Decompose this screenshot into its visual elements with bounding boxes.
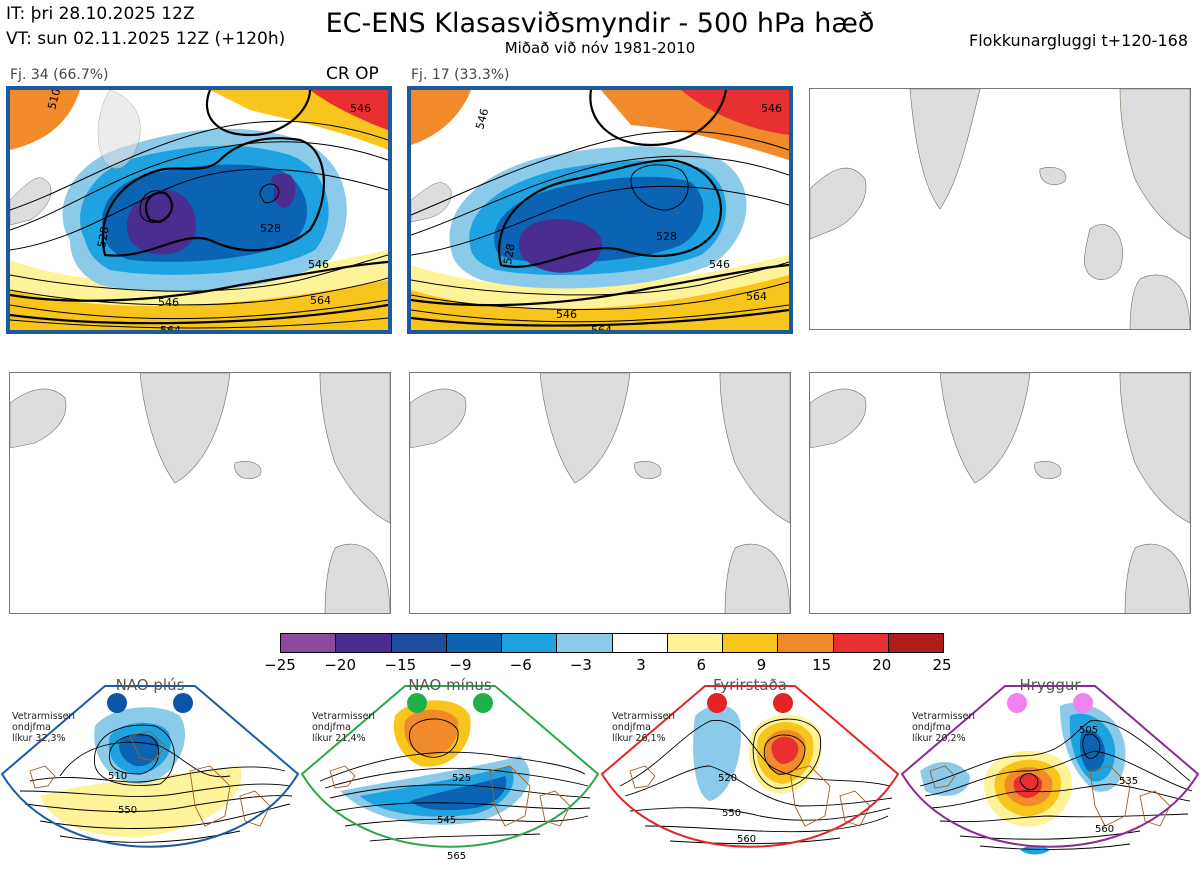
regime-info: Vetrarmisseri ondjfma líkur 20,2% bbox=[912, 711, 975, 744]
contour-label: 528 bbox=[95, 226, 111, 249]
contour-label: 546 bbox=[308, 258, 329, 271]
regime-title: NAO mínus bbox=[408, 676, 492, 694]
regime-title: NAO plús bbox=[115, 676, 185, 694]
cluster-1-map[interactable]: 546 528 546 564 546 564 528 510 bbox=[6, 86, 392, 334]
colorbar-tick-label: 20 bbox=[872, 656, 892, 674]
colorbar-swatch bbox=[888, 634, 943, 652]
regime-contour-label: 535 bbox=[1119, 776, 1138, 787]
cluster-1-map-graphic: 546 528 546 564 546 564 528 510 bbox=[10, 90, 388, 330]
valid-time: VT: sun 02.11.2025 12Z (+120h) bbox=[6, 29, 286, 49]
contour-label: 546 bbox=[556, 308, 577, 321]
colorbar-tick-label: −20 bbox=[324, 656, 356, 674]
regime-dot bbox=[773, 693, 793, 713]
colorbar-tick-label: −3 bbox=[569, 656, 592, 674]
regime-nao-plus[interactable]: 510 550 NAO plús Vetrarmisseri ondjfma lík… bbox=[0, 676, 300, 871]
regime-dot bbox=[1007, 693, 1027, 713]
cluster-2-map[interactable]: 546 546 528 528 546 564 546 564 bbox=[407, 86, 793, 334]
initial-time: IT: þri 28.10.2025 12Z bbox=[6, 4, 195, 24]
colorbar-swatch bbox=[446, 634, 502, 652]
regime-contour-label: 560 bbox=[1095, 824, 1114, 835]
colorbar-tick-label: 25 bbox=[932, 656, 952, 674]
cluster-5-map[interactable] bbox=[409, 372, 791, 614]
contour-label: 564 bbox=[310, 294, 331, 307]
classification-window-label: Flokkunargluggi t+120-168 bbox=[969, 31, 1188, 50]
colorbar-swatch bbox=[502, 634, 558, 652]
regime-info: Vetrarmisseri ondjfma líkur 32,3% bbox=[12, 711, 75, 744]
contour-label: 546 bbox=[761, 102, 782, 115]
cluster-1-tag: CR OP bbox=[326, 64, 379, 84]
colorbar-tick-label: 3 bbox=[636, 656, 646, 674]
regime-contour-label: 565 bbox=[447, 851, 466, 862]
regime-nao-plus-graphic: 510 550 bbox=[0, 685, 300, 848]
regime-contour-label: 510 bbox=[108, 771, 127, 782]
regime-contour-label: 550 bbox=[118, 805, 137, 816]
colorbar-swatch bbox=[833, 634, 889, 652]
colorbar-tick-label: 6 bbox=[696, 656, 707, 674]
contour-label: 564 bbox=[160, 324, 181, 330]
colorbar-swatch bbox=[391, 634, 447, 652]
empty-map-graphic bbox=[10, 373, 390, 613]
regime-contour-label: 545 bbox=[437, 815, 456, 826]
cluster-1-label: Fj. 34 (66.7%) bbox=[10, 67, 109, 83]
regime-ridge[interactable]: 505 535 560 Hryggur Vetrarmisseri ondjfma… bbox=[900, 676, 1200, 871]
colorbar-swatch bbox=[336, 634, 392, 652]
colorbar-tick-label: −25 bbox=[264, 656, 296, 674]
regime-info: Vetrarmisseri ondjfma líkur 26,1% bbox=[612, 711, 675, 744]
regime-nao-minus[interactable]: 525 545 565 NAO mínus Vetrarmisseri ondjf… bbox=[300, 676, 600, 871]
cluster-6-map[interactable] bbox=[809, 372, 1191, 614]
contour-label: 546 bbox=[350, 102, 371, 115]
regime-title: Hryggur bbox=[1019, 676, 1081, 694]
regime-dot bbox=[707, 693, 727, 713]
cluster-4-map[interactable] bbox=[9, 372, 391, 614]
contour-label: 564 bbox=[746, 290, 767, 303]
colorbar-swatch bbox=[612, 634, 668, 652]
page-title: EC-ENS Klasasviðsmyndir - 500 hPa hæð bbox=[325, 8, 875, 39]
colorbar-swatch bbox=[557, 634, 613, 652]
anomaly-colorbar bbox=[280, 633, 944, 653]
contour-label: 546 bbox=[158, 296, 179, 309]
regime-title: Fyrirstaða bbox=[713, 676, 787, 694]
regime-dot bbox=[107, 693, 127, 713]
page-subtitle: Miðað við nóv 1981-2010 bbox=[504, 39, 696, 57]
cluster-2-label: Fj. 17 (33.3%) bbox=[411, 67, 510, 83]
regime-dot bbox=[1073, 693, 1093, 713]
colorbar-swatch bbox=[667, 634, 723, 652]
contour-label: 528 bbox=[656, 230, 677, 243]
regime-contour-label: 550 bbox=[722, 808, 741, 819]
contour-label: 546 bbox=[473, 107, 491, 131]
contour-label: 528 bbox=[260, 222, 281, 235]
colorbar-tick-label: −9 bbox=[449, 656, 472, 674]
regime-dot bbox=[407, 693, 427, 713]
colorbar-swatch bbox=[281, 634, 337, 652]
regime-contour-label: 560 bbox=[737, 834, 756, 845]
colorbar-tick-label: 9 bbox=[756, 656, 767, 674]
colorbar-swatch bbox=[778, 634, 834, 652]
regime-nao-minus-graphic: 525 545 565 bbox=[300, 685, 600, 862]
empty-map-graphic bbox=[810, 89, 1190, 329]
colorbar-tick-label: −6 bbox=[509, 656, 532, 674]
empty-map-graphic bbox=[810, 373, 1190, 613]
regime-contour-label: 505 bbox=[1079, 725, 1098, 736]
regime-contour-label: 525 bbox=[452, 773, 471, 784]
colorbar-swatch bbox=[723, 634, 779, 652]
regime-info: Vetrarmisseri ondjfma líkur 21,4% bbox=[312, 711, 375, 744]
contour-label: 510 bbox=[45, 90, 63, 111]
colorbar-tick-label: 15 bbox=[812, 656, 832, 674]
regime-blocking-graphic: 520 550 560 bbox=[600, 685, 900, 848]
cluster-2-map-graphic: 546 546 528 528 546 564 546 564 bbox=[411, 90, 789, 330]
contour-label: 546 bbox=[709, 258, 730, 271]
colorbar-tick-label: −15 bbox=[384, 656, 417, 674]
regime-dot bbox=[473, 693, 493, 713]
contour-label: 564 bbox=[591, 324, 612, 330]
regime-contour-label: 520 bbox=[718, 773, 737, 784]
regime-dot bbox=[173, 693, 193, 713]
regime-blocking[interactable]: 520 550 560 Fyrirstaða Vetrarmisseri ondj… bbox=[600, 676, 900, 871]
regime-ridge-graphic: 505 535 560 bbox=[900, 685, 1200, 855]
contour-label: 528 bbox=[501, 243, 517, 266]
empty-map-graphic bbox=[410, 373, 790, 613]
cluster-3-map[interactable] bbox=[809, 88, 1191, 330]
